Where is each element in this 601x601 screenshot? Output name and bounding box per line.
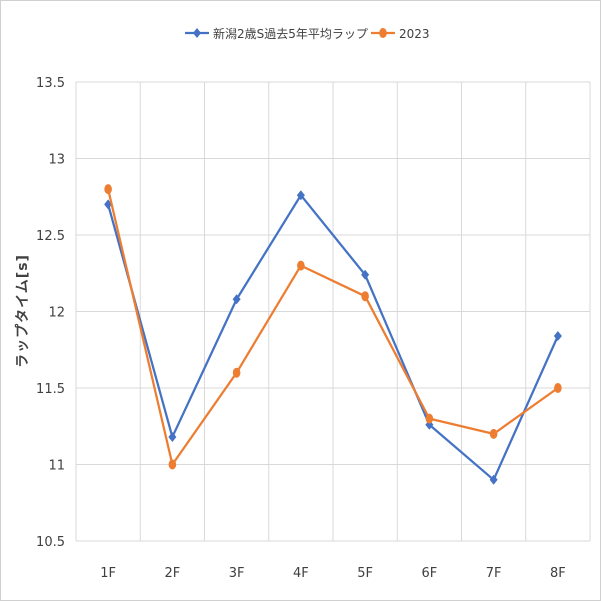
gridlines: [75, 81, 591, 542]
y-tick-label: 12.5: [36, 229, 65, 244]
x-tick-label: 7F: [486, 566, 502, 581]
data-point-marker: [425, 413, 434, 424]
data-point-marker: [232, 294, 241, 305]
data-point-marker: [232, 367, 241, 378]
y-tick-label: 11.5: [36, 382, 65, 397]
y-tick-label: 11: [48, 459, 65, 474]
data-point-marker: [361, 269, 370, 280]
legend-label: 2023: [399, 27, 430, 41]
data-point-marker: [553, 330, 562, 341]
y-tick-label: 12: [48, 306, 65, 321]
series-2: [104, 184, 562, 470]
data-point-marker: [489, 428, 498, 439]
legend: 新潟2歳S過去5年平均ラップ 2023: [185, 26, 430, 41]
data-point-marker: [297, 260, 305, 271]
x-tick-label: 8F: [550, 566, 566, 581]
data-point-marker: [104, 184, 112, 195]
data-point-marker: [168, 431, 177, 442]
data-point-marker: [296, 190, 305, 201]
legend-swatch-marker: [193, 28, 201, 38]
series-line: [107, 194, 559, 481]
x-tick-label: 5F: [357, 566, 373, 581]
y-tick-label: 10.5: [36, 535, 65, 550]
x-tick-label: 3F: [229, 566, 245, 581]
x-tick-label: 4F: [293, 566, 309, 581]
series-1: [104, 190, 562, 485]
y-tick-label: 13.5: [36, 76, 65, 91]
legend-swatch-marker: [379, 28, 387, 38]
x-tick-label: 2F: [165, 566, 181, 581]
x-tick-label: 6F: [422, 566, 438, 581]
data-point-marker: [168, 459, 177, 470]
series-line: [107, 188, 559, 466]
series-lines: [104, 184, 562, 485]
y-axis-label: ラップタイム[s]: [15, 254, 31, 368]
data-point-marker: [554, 383, 562, 393]
x-tick-label: 1F: [100, 566, 116, 581]
y-axis-ticks: 10.5 11 11.5 12 12.5 13 13.5: [36, 76, 65, 550]
legend-label: 新潟2歳S過去5年平均ラップ: [213, 26, 368, 41]
y-tick-label: 13: [48, 153, 65, 168]
x-axis-ticks: 1F 2F 3F 4F 5F 6F 7F 8F: [100, 566, 566, 581]
data-point-marker: [361, 291, 369, 302]
data-point-marker: [489, 474, 498, 485]
